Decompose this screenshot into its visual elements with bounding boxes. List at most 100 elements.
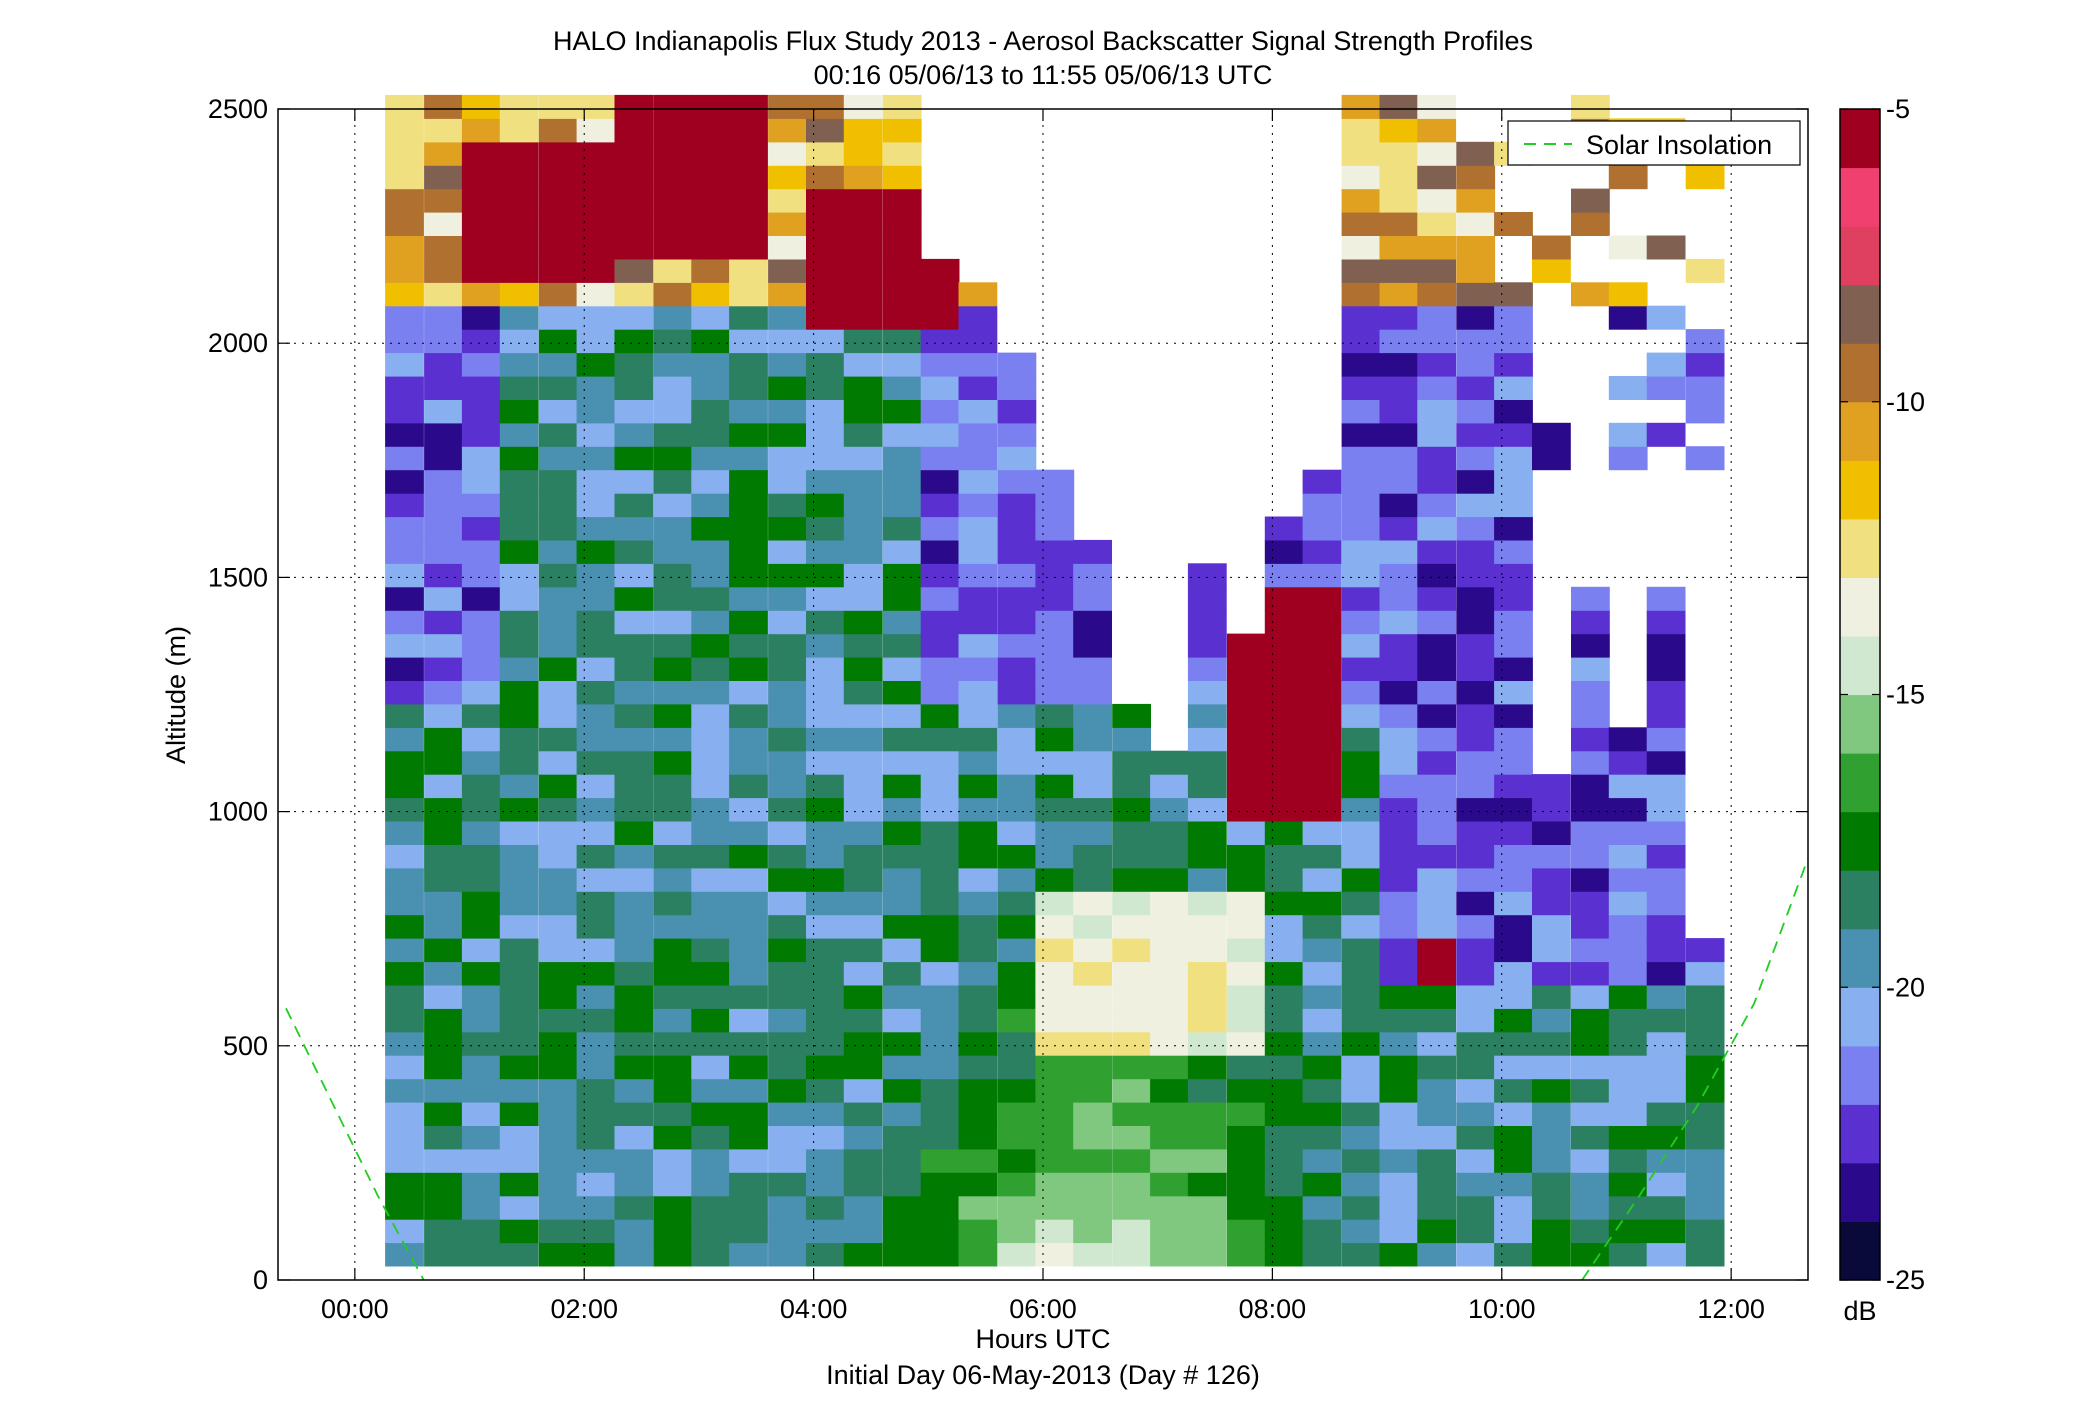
heatmap-cell <box>499 399 539 424</box>
heatmap-cell <box>806 446 845 471</box>
heatmap-cell <box>461 329 501 354</box>
heatmap-cell <box>882 282 922 307</box>
heatmap-cell <box>997 938 1037 963</box>
heatmap-cell <box>1264 610 1304 635</box>
heatmap-cell <box>1571 844 1610 869</box>
heatmap-cell <box>653 563 693 588</box>
heatmap-cell <box>958 1008 998 1033</box>
heatmap-cell <box>958 305 998 330</box>
heatmap-cell <box>1608 774 1648 799</box>
heatmap-cell <box>1187 774 1227 799</box>
heatmap-cell <box>920 563 960 588</box>
heatmap-cell <box>1417 1148 1457 1173</box>
heatmap-cell <box>1494 1008 1533 1033</box>
heatmap-cell <box>1646 821 1686 845</box>
heatmap-cell <box>614 703 654 728</box>
heatmap-cell <box>499 844 539 869</box>
heatmap-cell <box>538 1195 578 1220</box>
heatmap-cell <box>385 1195 424 1220</box>
heatmap-cell <box>1341 1242 1381 1267</box>
heatmap-cell <box>843 1195 883 1220</box>
chart-title: HALO Indianapolis Flux Study 2013 - Aero… <box>553 26 1533 56</box>
heatmap-cell <box>1150 938 1189 963</box>
heatmap-cell <box>424 891 463 916</box>
heatmap-cell <box>385 188 424 213</box>
heatmap-cell <box>1494 212 1533 236</box>
heatmap-cell <box>1341 984 1381 1009</box>
heatmap-cell <box>1646 1242 1686 1267</box>
heatmap-cell <box>576 1055 616 1080</box>
heatmap-cell <box>1456 938 1496 963</box>
heatmap-cell <box>499 94 539 119</box>
heatmap-cell <box>1456 446 1496 471</box>
heatmap-cell <box>1494 539 1533 564</box>
heatmap-cell <box>920 539 960 564</box>
heatmap-cell <box>843 821 883 845</box>
heatmap-cell <box>653 1031 693 1056</box>
heatmap-cell <box>614 727 654 752</box>
heatmap-cell <box>920 727 960 752</box>
heatmap-cell <box>385 282 424 307</box>
heatmap-cell <box>768 657 807 681</box>
heatmap-cell <box>538 352 578 377</box>
heatmap-cell <box>997 633 1037 658</box>
heatmap-cell <box>1341 633 1381 658</box>
heatmap-cell <box>424 329 463 354</box>
heatmap-cell <box>1417 1055 1457 1080</box>
heatmap-cell <box>768 938 807 963</box>
heatmap-cell <box>461 1031 501 1056</box>
heatmap-cell <box>1073 984 1112 1009</box>
heatmap-cell <box>499 680 539 705</box>
colorbar-tick-label: -15 <box>1886 680 1925 710</box>
heatmap-cell <box>691 305 731 330</box>
heatmap-cell <box>614 774 654 799</box>
heatmap-cell <box>576 703 616 728</box>
heatmap-cell <box>538 539 578 564</box>
heatmap-cell <box>997 516 1037 541</box>
heatmap-cell <box>806 1242 845 1267</box>
heatmap-cell <box>806 1055 845 1080</box>
heatmap-cell <box>538 984 578 1009</box>
heatmap-cell <box>614 469 654 494</box>
heatmap-cell <box>1379 1031 1419 1056</box>
heatmap-cell <box>882 610 922 635</box>
heatmap-cell <box>1646 633 1686 658</box>
heatmap-cell <box>653 891 693 916</box>
colorbar-segment <box>1840 167 1880 227</box>
heatmap-cell <box>1226 1055 1266 1080</box>
heatmap-cell <box>806 539 845 564</box>
heatmap-cell <box>882 727 922 752</box>
heatmap-cell <box>958 563 998 588</box>
heatmap-cell <box>1112 797 1151 822</box>
heatmap-cell <box>1264 1055 1304 1080</box>
heatmap-cell <box>768 212 807 236</box>
heatmap-cell <box>1226 961 1266 986</box>
heatmap-cell <box>653 235 693 260</box>
heatmap-cell <box>1112 844 1151 869</box>
heatmap-cell <box>1456 680 1496 705</box>
heatmap-cell <box>1035 516 1075 541</box>
heatmap-cell <box>1341 118 1381 143</box>
heatmap-cell <box>997 352 1037 377</box>
heatmap-cell <box>843 399 883 424</box>
heatmap-cell <box>997 914 1037 939</box>
heatmap-cell <box>1341 867 1381 892</box>
heatmap-cell <box>806 727 845 752</box>
heatmap-cell <box>424 1055 463 1080</box>
solar-insolation-line <box>285 858 1809 1281</box>
heatmap-cell <box>1417 938 1457 963</box>
heatmap-cell <box>1264 539 1304 564</box>
heatmap-cell <box>1417 188 1457 213</box>
heatmap-cell <box>653 984 693 1009</box>
heatmap-cell <box>729 1102 768 1126</box>
heatmap-cell <box>691 118 731 143</box>
heatmap-cell <box>958 1102 998 1126</box>
heatmap-cell <box>576 539 616 564</box>
heatmap-cell <box>997 1125 1037 1150</box>
heatmap-cell <box>1417 727 1457 752</box>
heatmap-cell <box>1379 657 1419 681</box>
heatmap-cell <box>806 750 845 775</box>
heatmap-cell <box>806 399 845 424</box>
heatmap-cell <box>920 446 960 471</box>
heatmap-cell <box>806 1125 845 1150</box>
